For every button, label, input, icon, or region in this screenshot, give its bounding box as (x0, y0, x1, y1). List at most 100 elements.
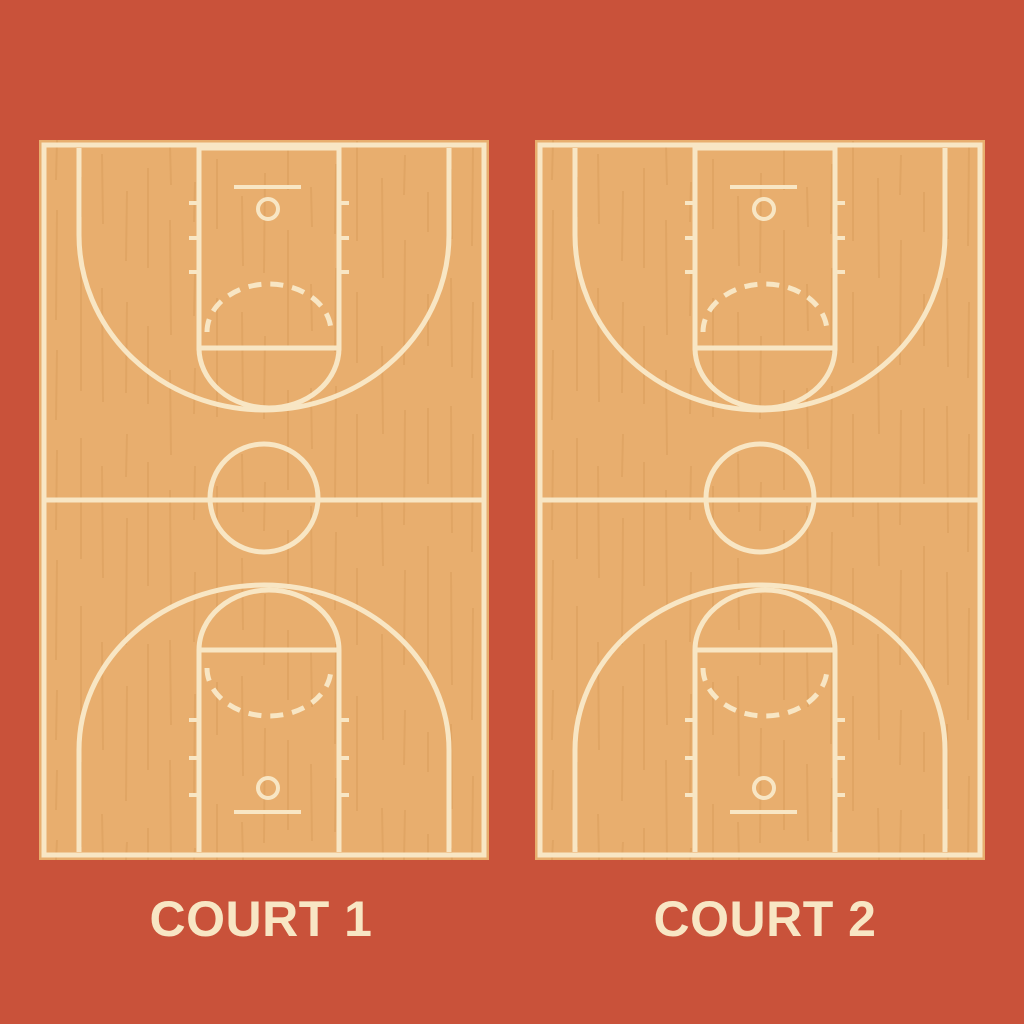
wood-grain-line (759, 593, 762, 666)
wood-grain-line (169, 759, 172, 860)
wood-grain-line (381, 345, 384, 435)
wood-grain-line (806, 283, 809, 332)
three-point-line-bottom (76, 582, 452, 852)
free-throw-circle-top (692, 347, 838, 411)
paint-bottom (692, 587, 838, 852)
wood-grain-line (877, 177, 880, 279)
wood-grain-line (665, 219, 668, 336)
wood-grain-line (471, 775, 474, 860)
wood-grain-line (830, 267, 833, 353)
wood-grain-line (665, 144, 668, 186)
free-throw-dashed-bottom (700, 667, 830, 719)
wood-grain-line (169, 369, 172, 456)
wood-grain-line (806, 651, 809, 708)
wood-grain-line (830, 643, 833, 745)
free-throw-circle-top (196, 347, 342, 411)
wood-grain-line (737, 453, 740, 513)
wood-grain-line (241, 453, 244, 513)
wood-grain-line (125, 685, 128, 802)
wood-grain-line (967, 775, 970, 860)
wood-grain-line (946, 277, 949, 368)
wood-grain-line (737, 311, 740, 409)
wood-grain-line (169, 489, 172, 606)
wood-grain-line (101, 465, 104, 579)
wood-grain-line (55, 559, 58, 661)
wood-grain-line (899, 409, 902, 526)
wood-grain-line (241, 195, 244, 267)
wood-grain-line (967, 301, 970, 379)
wood-grain-line (310, 651, 313, 708)
wood-grain-line (55, 349, 58, 421)
free-throw-dashed-top (204, 281, 334, 333)
paint-top (692, 145, 838, 351)
wood-grain-line (334, 163, 337, 235)
wood-grain-line (877, 501, 880, 567)
wood-grain-line (450, 277, 453, 368)
wood-grain-line (737, 195, 740, 267)
wood-grain-line (193, 465, 196, 521)
court-2-diagram (535, 140, 985, 860)
center-circle (703, 441, 817, 555)
wood-grain-line (551, 449, 554, 531)
three-point-line-bottom (572, 582, 948, 852)
wood-grain-line (450, 571, 453, 686)
wood-grain-line (877, 345, 880, 435)
wood-grain-line (967, 145, 970, 247)
court-lines (41, 142, 487, 858)
paint-top (196, 145, 342, 351)
free-throw-dashed-bottom (204, 667, 334, 719)
wood-grain-line (689, 571, 692, 643)
wood-grain-line (806, 186, 809, 228)
wood-grain-line (125, 433, 128, 478)
wood-grain-line (310, 283, 313, 332)
wood-grain-line (193, 571, 196, 643)
wood-grain-line (125, 517, 128, 646)
wood-grain-line (967, 433, 970, 553)
wood-grain-line (621, 190, 624, 262)
hoop-top (752, 197, 776, 221)
wood-grain-line (621, 685, 624, 802)
wood-grain-line (125, 301, 128, 394)
wood-grain-line (169, 639, 172, 726)
wood-grain-line (877, 633, 880, 741)
wood-grain-line (689, 465, 692, 521)
wood-grain-line (403, 809, 406, 860)
wood-grain-line (551, 209, 554, 321)
wood-grain-line (621, 517, 624, 646)
wood-grain-line (759, 481, 762, 532)
wood-grain-line (621, 301, 624, 394)
hoop-bottom (752, 776, 776, 800)
wood-grain-line (899, 239, 902, 366)
wood-grain-line (241, 311, 244, 409)
hoop-top (256, 197, 280, 221)
wood-grain-line (551, 349, 554, 421)
court-1-diagram (39, 140, 489, 860)
wood-grain-line (665, 759, 668, 860)
wood-grain-line (403, 569, 406, 666)
wood-grain-line (967, 607, 970, 721)
wood-grain-line (101, 153, 104, 225)
wood-grain-line (899, 569, 902, 666)
wood-grain-line (877, 807, 880, 860)
court-1-label: COURT 1 (149, 891, 373, 947)
wood-grain-line (403, 239, 406, 366)
wood-grain-line (310, 763, 313, 842)
wood-grain-line (621, 433, 624, 478)
wood-grain-line (334, 777, 337, 833)
wood-grain-line (597, 153, 600, 225)
hoop-bottom (256, 776, 280, 800)
wood-grain-line (55, 689, 58, 741)
wood-grain-line (55, 449, 58, 531)
wood-grain-line (263, 172, 266, 274)
wood-grain-line (737, 675, 740, 777)
wood-grain-line (471, 607, 474, 721)
wood-grain-line (55, 209, 58, 321)
wood-grain-line (403, 709, 406, 766)
wood-grain-line (665, 639, 668, 726)
wood-grain-line (759, 172, 762, 274)
wood-grain-line (381, 633, 384, 741)
wood-grain-line (899, 154, 902, 196)
wood-grain-line (101, 287, 104, 403)
wood-grain-line (193, 273, 196, 317)
wood-grain-line (169, 219, 172, 336)
